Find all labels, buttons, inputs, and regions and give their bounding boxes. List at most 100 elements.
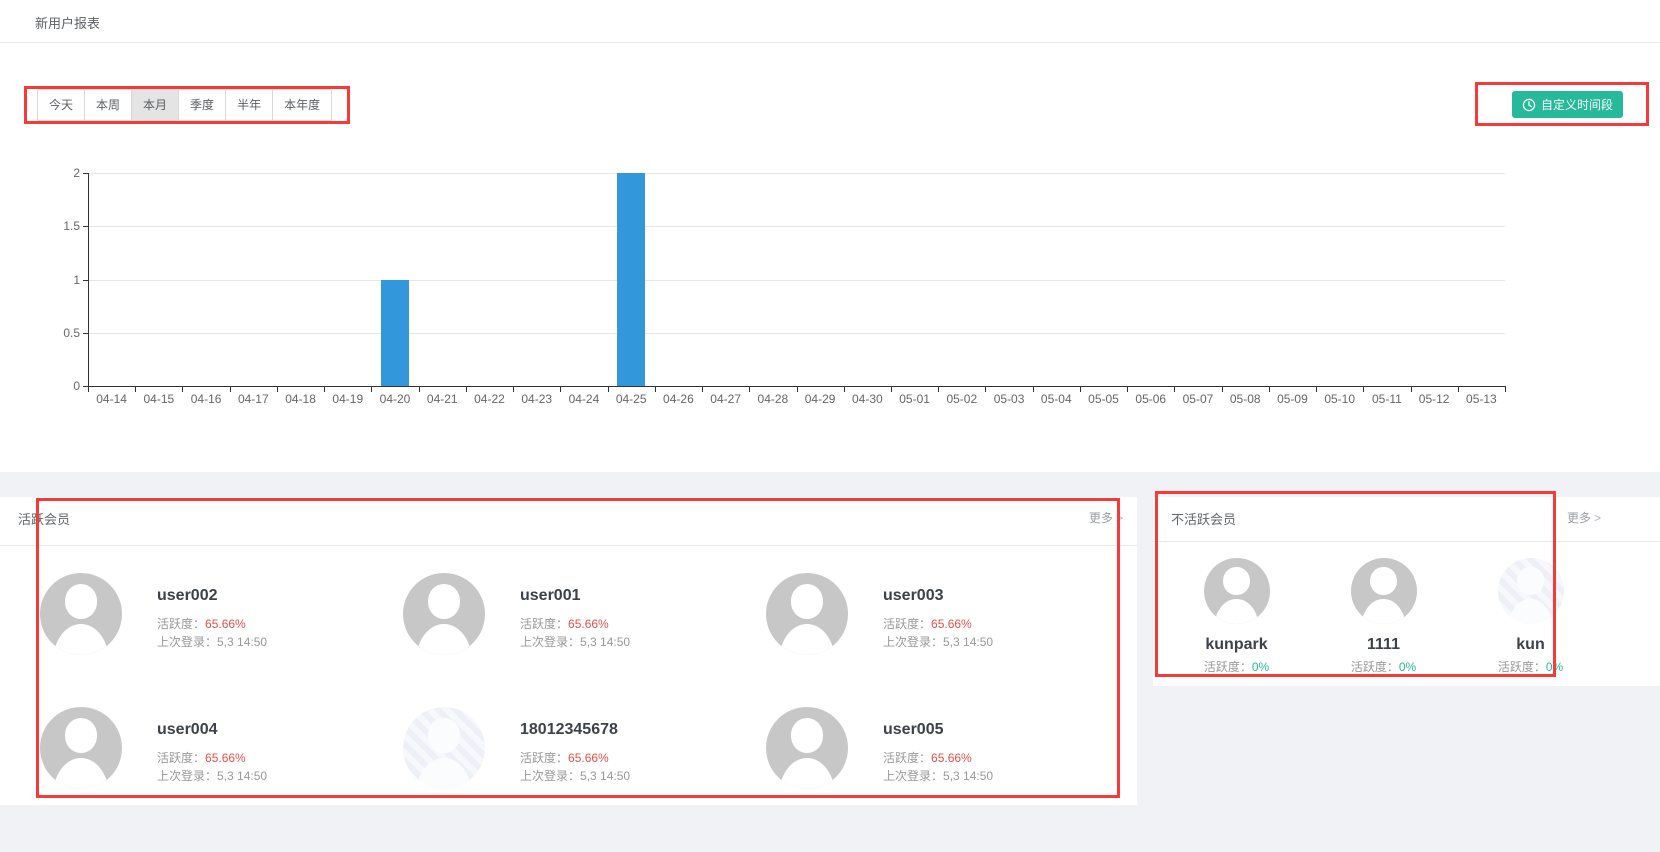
x-axis-label: 05-06 <box>1135 392 1167 406</box>
active-member-card[interactable]: user002 活跃度：65.66% 上次登录：5,3 14:50 <box>40 573 380 659</box>
user-avatar <box>1203 558 1270 624</box>
panel-divider <box>1153 541 1660 542</box>
inactive-member-card[interactable]: kunpark 活跃度：0% <box>1163 558 1310 675</box>
activity-label: 活跃度： <box>883 617 932 631</box>
y-axis-line <box>88 173 89 386</box>
x-axis-tick <box>1363 387 1365 392</box>
tab-今天[interactable]: 今天 <box>37 89 86 121</box>
x-axis-label: 04-23 <box>521 392 553 406</box>
x-axis-line <box>88 386 1506 387</box>
user-avatar <box>766 707 848 789</box>
chevron-right-icon: > <box>1115 510 1123 525</box>
active-member-card[interactable]: 18012345678 活跃度：65.66% 上次登录：5,3 14:50 <box>403 707 743 793</box>
member-last-login-row: 上次登录：5,3 14:50 <box>157 767 267 784</box>
x-axis-label: 05-01 <box>899 392 930 406</box>
member-activity-row: 活跃度：65.66% <box>157 749 246 766</box>
time-range-tabs: 今天 本周 本月 季度 半年 本年度 <box>37 89 333 121</box>
header-divider <box>0 42 1660 43</box>
member-last-login-row: 上次登录：5,3 14:50 <box>883 633 993 650</box>
x-axis-label: 04-19 <box>332 392 364 406</box>
x-axis-label: 04-16 <box>190 392 222 406</box>
custom-range-button[interactable]: 自定义时间段 <box>1512 91 1623 118</box>
activity-value: 65.66% <box>931 617 972 631</box>
last-login-value: 5,3 14:50 <box>943 635 994 649</box>
report-card: 新用户报表 今天 本周 本月 季度 半年 本年度 自定义时间段 0 0.5 1 1.5 2 04-1… <box>0 0 1660 472</box>
tab-半年[interactable]: 半年 <box>225 89 274 121</box>
last-login-value: 5,3 14:50 <box>217 769 268 783</box>
member-last-login-row: 上次登录：5,3 14:50 <box>157 633 267 650</box>
x-axis-tick <box>654 387 656 392</box>
y-axis-tick <box>83 226 88 228</box>
x-axis-tick <box>1268 387 1270 392</box>
x-axis-label: 05-09 <box>1277 392 1308 406</box>
x-axis-tick <box>702 387 704 392</box>
member-last-login-row: 上次登录：5,3 14:50 <box>520 767 630 784</box>
x-axis-tick <box>1174 387 1176 392</box>
member-activity-row: 活跃度：65.66% <box>157 615 246 632</box>
active-member-card[interactable]: user001 活跃度：65.66% 上次登录：5,3 14:50 <box>403 573 743 659</box>
member-activity-row: 活跃度：65.66% <box>520 749 609 766</box>
x-axis-tick <box>607 387 609 392</box>
x-axis-label: 05-11 <box>1372 392 1402 406</box>
tab-本年度[interactable]: 本年度 <box>272 89 333 121</box>
user-avatar <box>40 573 122 655</box>
tab-季度[interactable]: 季度 <box>178 89 227 121</box>
x-axis-tick <box>324 387 326 392</box>
member-activity-row: 活跃度：65.66% <box>883 615 972 632</box>
member-activity-row: 活跃度：65.66% <box>883 749 972 766</box>
x-axis-label: 05-12 <box>1418 392 1450 406</box>
user-avatar <box>403 707 485 789</box>
tab-本月[interactable]: 本月 <box>131 89 180 121</box>
y-axis-label: 1 <box>73 272 80 287</box>
clock-icon <box>1522 98 1536 111</box>
last-login-value: 5,3 14:50 <box>580 635 631 649</box>
panel-divider <box>0 545 1137 546</box>
last-login-label: 上次登录： <box>520 769 581 783</box>
member-name: kun <box>1516 636 1545 653</box>
x-axis-label: 04-18 <box>285 392 316 406</box>
active-member-card[interactable]: user005 活跃度：65.66% 上次登录：5,3 14:50 <box>766 707 1106 793</box>
x-axis-label: 05-10 <box>1324 392 1356 406</box>
y-axis-tick <box>83 332 88 334</box>
x-axis-tick <box>749 387 751 392</box>
x-axis-label: 04-15 <box>143 392 175 406</box>
x-axis-tick <box>229 387 231 392</box>
chart-bar <box>381 279 410 386</box>
member-name: kunpark <box>1205 636 1268 653</box>
y-axis-tick <box>83 173 88 174</box>
x-axis-tick <box>985 387 987 392</box>
member-name: user001 <box>520 587 581 604</box>
x-axis-tick <box>560 387 562 392</box>
member-activity-row: 活跃度：65.66% <box>520 615 609 632</box>
x-axis-tick <box>1127 387 1129 392</box>
member-activity-row: 活跃度：0% <box>1310 658 1457 675</box>
page-title: 新用户报表 <box>35 16 101 31</box>
activity-label: 活跃度： <box>157 617 206 631</box>
user-avatar <box>766 573 848 655</box>
x-axis-label: 04-27 <box>710 392 741 406</box>
y-axis-tick <box>83 279 88 281</box>
member-name: 1111 <box>1367 636 1400 653</box>
active-member-card[interactable]: user003 活跃度：65.66% 上次登录：5,3 14:50 <box>766 573 1106 659</box>
active-member-card[interactable]: user004 活跃度：65.66% 上次登录：5,3 14:50 <box>40 707 380 793</box>
last-login-label: 上次登录： <box>157 635 218 649</box>
x-axis-label: 05-13 <box>1466 392 1497 406</box>
activity-label: 活跃度： <box>1497 660 1546 674</box>
x-axis-tick <box>890 387 892 392</box>
activity-value: 65.66% <box>568 617 609 631</box>
inactive-members-more-link[interactable]: 更多 > <box>1567 509 1601 526</box>
activity-value: 0% <box>1398 660 1417 674</box>
tab-本周[interactable]: 本周 <box>84 89 133 121</box>
inactive-member-card[interactable]: kun 活跃度：0% <box>1457 558 1604 675</box>
member-name: user002 <box>157 587 218 604</box>
activity-value: 0% <box>1251 660 1270 674</box>
last-login-label: 上次登录： <box>883 769 944 783</box>
user-avatar <box>1350 558 1417 624</box>
x-axis-tick <box>371 387 373 392</box>
active-members-title: 活跃会员 <box>18 512 71 527</box>
inactive-member-card[interactable]: 1111 活跃度：0% <box>1310 558 1457 675</box>
active-members-more-link[interactable]: 更多 > <box>1089 509 1123 526</box>
x-axis-label: 04-21 <box>426 392 458 406</box>
y-axis-label: 2 <box>73 166 80 180</box>
user-avatar <box>403 573 485 655</box>
